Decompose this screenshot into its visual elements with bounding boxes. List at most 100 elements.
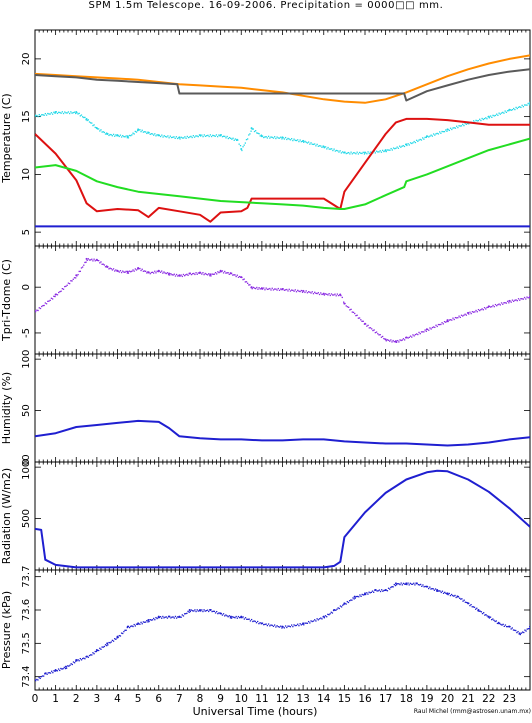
series-0-point	[110, 641, 112, 643]
series-2-point	[208, 135, 210, 138]
series-0-point	[447, 593, 449, 596]
series-0-point	[270, 289, 272, 291]
series-0-point	[85, 257, 88, 260]
series-2-point	[260, 134, 263, 136]
series-0-point	[214, 271, 217, 274]
series-2-point	[51, 113, 54, 115]
series-2-point	[491, 116, 493, 119]
series-2-point	[379, 150, 381, 152]
series-2-point	[95, 127, 98, 130]
series-0-point	[178, 615, 181, 618]
series-2-point	[241, 149, 243, 152]
series-0-point	[83, 264, 85, 266]
series-2-point	[322, 145, 325, 148]
series-0-point	[204, 272, 206, 275]
series-0-point	[56, 670, 59, 672]
series-0-point	[510, 628, 512, 630]
series-0-point	[487, 306, 489, 308]
series-0-point	[78, 660, 80, 662]
series-2-point	[436, 132, 438, 135]
series-0-point	[163, 617, 165, 619]
series-0-point	[393, 583, 395, 586]
series-2-point	[139, 129, 141, 131]
series-0-point	[172, 274, 174, 276]
series-0-point	[217, 612, 219, 615]
series-0-point	[360, 595, 362, 597]
series-2-point	[179, 138, 181, 140]
series-0-point	[455, 317, 458, 319]
series-2-point	[109, 133, 111, 136]
series-2-point	[80, 114, 83, 116]
series-2-point	[281, 138, 283, 140]
series-2-point	[127, 137, 130, 139]
series-2-point	[61, 111, 63, 113]
series-0-point	[493, 619, 495, 621]
series-2-point	[494, 114, 497, 117]
y-tick-label: 73.5	[21, 632, 32, 654]
series-0-point	[346, 306, 349, 308]
series-0-point	[310, 292, 312, 294]
series-2-point	[415, 139, 418, 141]
series-0-point	[131, 625, 133, 627]
series-0-point	[95, 650, 98, 653]
series-0-point	[149, 272, 151, 275]
series-0-point	[351, 599, 353, 601]
series-0-point	[508, 299, 511, 302]
series-2-point	[448, 129, 451, 132]
series-2-point	[256, 132, 258, 134]
series-0-point	[311, 291, 313, 293]
series-0-point	[180, 616, 182, 618]
series-0-point	[528, 296, 530, 299]
series-2-point	[38, 113, 40, 116]
series-0-point	[203, 273, 205, 276]
series-2-point	[54, 112, 56, 114]
series-0-point	[258, 287, 260, 289]
series-2-point	[354, 152, 356, 154]
series-2-point	[380, 151, 383, 153]
series-0-point	[156, 617, 158, 620]
series-2-point	[249, 133, 251, 135]
series-0-point	[381, 335, 384, 338]
series-2-point	[329, 148, 332, 150]
series-0-point	[367, 324, 369, 327]
series-0-point	[318, 293, 321, 296]
series-0-point	[143, 270, 146, 272]
series-0-point	[454, 594, 456, 597]
series-2-point	[432, 133, 435, 135]
series-2-point	[465, 123, 467, 125]
series-0-point	[458, 315, 460, 317]
series-2-point	[215, 134, 218, 136]
series-0-point	[102, 263, 104, 265]
series-0-point	[101, 646, 103, 648]
series-0-point	[448, 592, 450, 595]
series-0-point	[235, 615, 237, 618]
series-0-point	[99, 647, 101, 649]
series-0-point	[317, 292, 319, 294]
series-2-point	[116, 134, 119, 137]
series-2-point	[260, 135, 263, 138]
series-2-point	[166, 136, 168, 138]
series-0-point	[208, 273, 210, 275]
series-0-point	[88, 259, 91, 261]
series-0-point	[84, 261, 86, 264]
series-0-point	[318, 618, 321, 620]
series-0-point	[240, 276, 243, 279]
series-0-point	[403, 339, 406, 341]
series-0-point	[340, 606, 343, 608]
series-0-point	[162, 272, 164, 274]
series-0-point	[180, 274, 182, 276]
series-0-point	[171, 274, 173, 276]
series-0-point	[494, 303, 497, 306]
series-0-point	[54, 669, 57, 671]
series-0-point	[511, 627, 513, 629]
series-0-point	[393, 340, 395, 343]
series-0-point	[398, 583, 400, 585]
series-0-point	[186, 612, 188, 614]
series-0-point	[461, 598, 463, 600]
series-0-point	[424, 585, 426, 588]
series-2-point	[83, 116, 85, 119]
series-0-point	[510, 301, 512, 303]
series-0-point	[281, 627, 283, 629]
series-0-point	[118, 271, 120, 273]
series-0-point	[301, 291, 304, 293]
